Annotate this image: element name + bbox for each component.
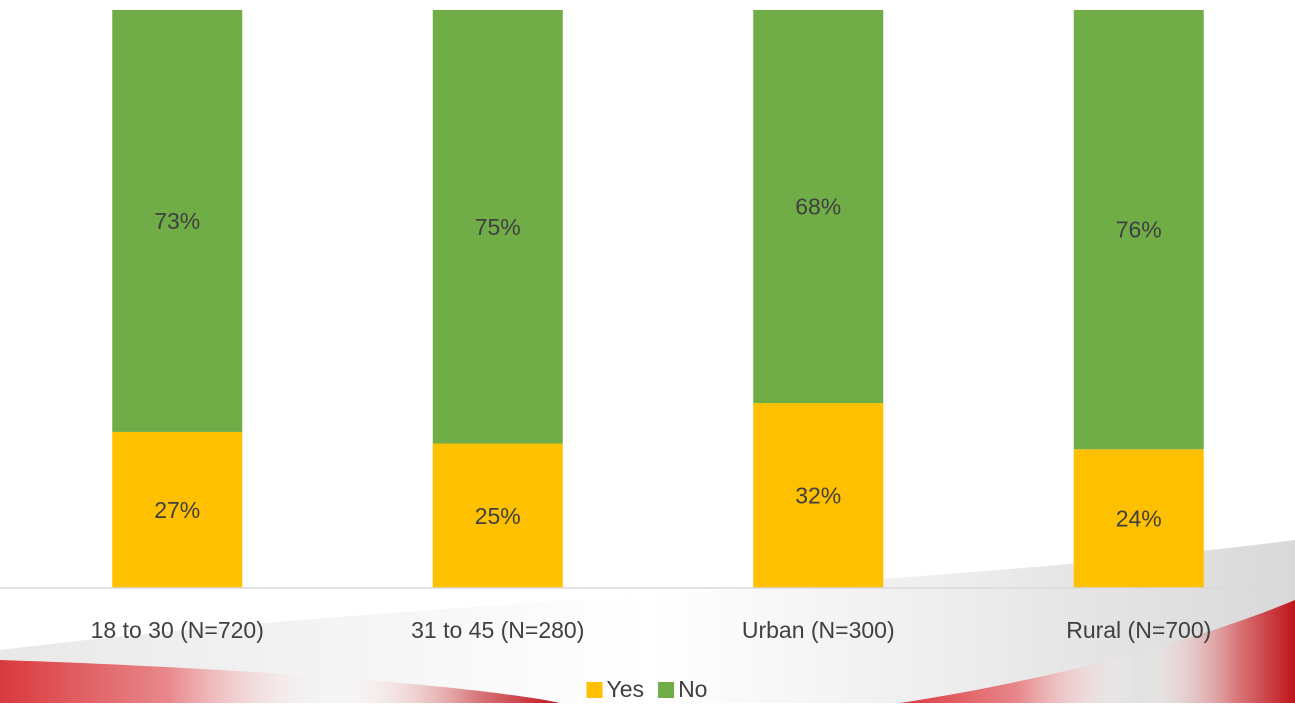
legend-label: Yes [607,676,645,702]
bar-segment [753,10,884,404]
x-tick-label: Rural (N=700) [1066,617,1211,643]
x-tick-label: Urban (N=300) [742,617,895,643]
bar-segment [753,403,884,588]
bar-segment [432,443,563,588]
bar-segment [1073,10,1204,450]
bar-segment [1073,449,1204,588]
data-label: 25% [475,503,521,529]
legend-swatch [658,682,675,698]
data-label: 24% [1116,506,1162,532]
data-label: 27% [154,497,200,523]
background-swoosh [0,540,1295,703]
legend-label: No [678,676,707,702]
x-tick-label: 18 to 30 (N=720) [91,617,264,643]
plot-area: 27% 73% 18 to 30 (N=720) 25% 75% 31 to 45 (N=… [0,10,1295,643]
legend-item: Yes [586,676,645,702]
data-label: 68% [795,194,841,220]
data-label: 75% [475,214,521,240]
x-tick-label: 31 to 45 (N=280) [411,617,584,643]
bar-segment [432,10,563,444]
legend-swatch [586,682,603,698]
data-label: 76% [1116,217,1162,243]
bar-segment [112,431,243,588]
legend-item: No [658,676,707,702]
data-label: 32% [795,483,841,509]
legend: Yes No [586,676,707,702]
data-label: 73% [154,208,200,234]
bar-segment [112,10,243,432]
